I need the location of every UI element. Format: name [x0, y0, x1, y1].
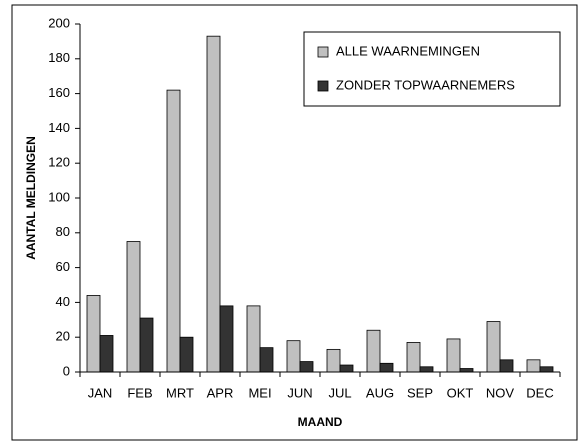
x-tick-label: JUL [328, 385, 351, 400]
y-tick-label: 180 [48, 50, 70, 65]
bar [139, 317, 154, 373]
legend-box [303, 31, 561, 107]
bar [206, 35, 221, 373]
x-tick-label: JUN [287, 385, 312, 400]
bar [219, 305, 234, 373]
bar [459, 368, 474, 373]
y-tick-label: 200 [48, 15, 70, 30]
x-tick-label: DEC [526, 385, 553, 400]
y-tick-label: 120 [48, 155, 70, 170]
y-tick-label: 60 [56, 259, 70, 274]
x-tick-label: OKT [447, 385, 474, 400]
x-tick-label: JAN [88, 385, 113, 400]
y-tick-label: 100 [48, 189, 70, 204]
y-tick-label: 160 [48, 85, 70, 100]
bar [126, 241, 141, 373]
bar [539, 366, 554, 373]
bar [246, 305, 261, 373]
bar [86, 295, 101, 373]
x-tick-label: NOV [486, 385, 515, 400]
x-tick-label: AUG [366, 385, 394, 400]
bar [179, 336, 194, 373]
x-tick-label: MRT [166, 385, 194, 400]
bar [99, 335, 114, 373]
legend-label: ALLE WAARNEMINGEN [336, 43, 480, 58]
bar [339, 364, 354, 373]
y-tick-label: 20 [56, 329, 70, 344]
bar [259, 347, 274, 373]
bar [379, 362, 394, 373]
bar [406, 342, 421, 373]
bar [326, 348, 341, 373]
bar [526, 359, 541, 373]
x-axis-title: MAAND [298, 415, 343, 429]
y-tick-label: 40 [56, 294, 70, 309]
y-tick-label: 140 [48, 120, 70, 135]
bar [286, 340, 301, 373]
x-tick-label: FEB [127, 385, 152, 400]
bar [419, 366, 434, 373]
x-tick-label: SEP [407, 385, 433, 400]
x-tick-label: APR [207, 385, 234, 400]
bar [486, 321, 501, 373]
bar [366, 329, 381, 373]
x-tick-label: MEI [248, 385, 271, 400]
legend-swatch [317, 80, 329, 92]
bar [166, 89, 181, 373]
legend-swatch [317, 46, 329, 58]
y-tick-label: 0 [63, 363, 70, 378]
bar [499, 359, 514, 373]
legend-label: ZONDER TOPWAARNEMERS [336, 77, 515, 92]
bar [299, 361, 314, 373]
y-tick-label: 80 [56, 224, 70, 239]
y-axis-title: AANTAL MELDINGEN [24, 136, 38, 260]
bar [446, 338, 461, 373]
